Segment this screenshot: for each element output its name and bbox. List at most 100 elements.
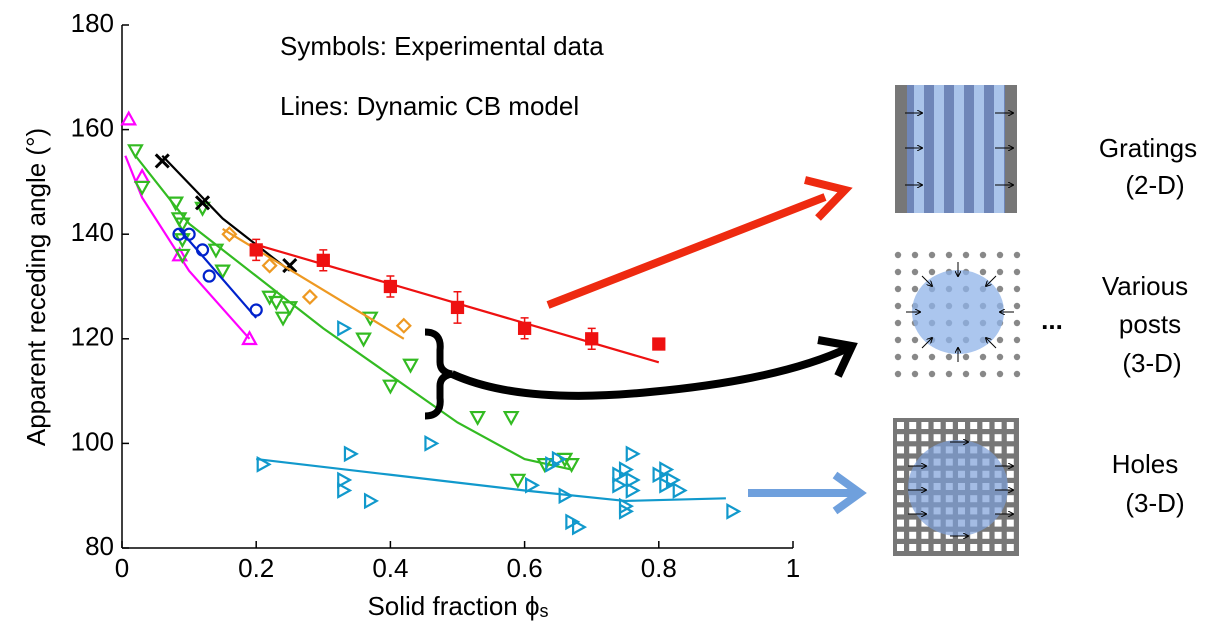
hole	[897, 446, 904, 454]
hole	[1006, 434, 1014, 442]
marker	[256, 455, 272, 473]
marker	[337, 471, 353, 489]
post	[894, 370, 902, 378]
marker	[167, 196, 185, 212]
post	[996, 285, 1004, 293]
marker	[241, 330, 258, 346]
marker	[625, 471, 641, 489]
schematic-label: posts	[1119, 309, 1181, 339]
hole	[982, 422, 990, 429]
hole	[958, 544, 965, 551]
marker	[355, 332, 372, 348]
x-tick-label: 1	[786, 553, 800, 583]
schematic-label: (3-D)	[1125, 488, 1184, 518]
post	[911, 285, 919, 293]
post	[945, 353, 953, 361]
hole	[1006, 544, 1014, 551]
marker	[585, 332, 599, 346]
post	[962, 353, 970, 361]
marker	[171, 246, 189, 262]
marker	[625, 445, 641, 463]
schematic-label: Gratings	[1099, 133, 1197, 163]
hole	[1006, 507, 1014, 515]
fit-line	[256, 457, 726, 503]
marker	[395, 317, 412, 334]
hole	[1006, 495, 1014, 503]
post	[979, 251, 987, 259]
hole	[897, 519, 904, 527]
hole	[909, 544, 917, 551]
y-tick-label: 160	[71, 112, 114, 142]
marker	[249, 303, 263, 317]
marker	[316, 253, 330, 267]
post	[1013, 251, 1021, 259]
marker	[274, 311, 292, 327]
marker	[282, 258, 298, 274]
y-tick-label: 80	[85, 531, 114, 561]
hole	[994, 531, 1002, 539]
x-label-main: Solid fraction ϕ	[367, 591, 539, 621]
marker	[363, 492, 380, 510]
post	[894, 251, 902, 259]
y-tick-label: 140	[71, 217, 114, 247]
marker	[249, 243, 263, 257]
marker	[337, 482, 353, 499]
post	[1013, 302, 1021, 310]
hole	[945, 422, 953, 429]
marker	[536, 458, 554, 474]
arrow	[450, 344, 850, 400]
marker	[509, 473, 527, 489]
hole	[945, 434, 953, 442]
marker	[382, 379, 399, 395]
marker	[133, 180, 151, 196]
hole	[909, 519, 917, 527]
marker	[383, 279, 398, 294]
marker	[563, 458, 580, 474]
hole	[909, 531, 917, 539]
hole	[897, 434, 904, 442]
post	[928, 268, 936, 276]
marker	[450, 300, 465, 315]
hole	[897, 470, 904, 478]
marker	[469, 410, 486, 427]
hole	[958, 422, 965, 429]
hole	[970, 434, 978, 442]
hole	[970, 544, 978, 551]
plot: 80 100 120 140 160 180 0 0.2 0.4 0.6 0.8 1	[71, 8, 801, 583]
marker	[618, 503, 635, 520]
x-tick-label: 0.6	[507, 553, 543, 583]
marker	[558, 487, 574, 505]
post	[911, 251, 919, 259]
post	[928, 353, 936, 361]
gratings-schematic	[895, 85, 1017, 213]
hole	[1006, 531, 1014, 539]
marker	[337, 319, 353, 337]
y-tick-label: 100	[71, 426, 114, 456]
post	[894, 336, 902, 344]
marker	[625, 482, 641, 499]
hole	[921, 422, 929, 429]
post	[996, 336, 1004, 344]
hole	[921, 544, 929, 551]
hole	[933, 531, 941, 539]
marker	[195, 243, 210, 257]
post	[894, 285, 902, 293]
hole	[982, 434, 990, 442]
hole	[982, 544, 990, 551]
hole	[921, 531, 929, 539]
marker	[281, 301, 299, 317]
marker	[672, 482, 688, 499]
post	[911, 336, 919, 344]
post	[1013, 285, 1021, 293]
post	[945, 251, 953, 259]
hole	[921, 446, 929, 454]
hole	[994, 519, 1002, 527]
marker	[174, 217, 191, 233]
hole	[1006, 458, 1014, 466]
marker	[301, 288, 318, 306]
hole	[933, 544, 941, 551]
post	[1013, 336, 1021, 344]
post	[996, 251, 1004, 259]
ellipsis: ...	[1041, 305, 1063, 335]
